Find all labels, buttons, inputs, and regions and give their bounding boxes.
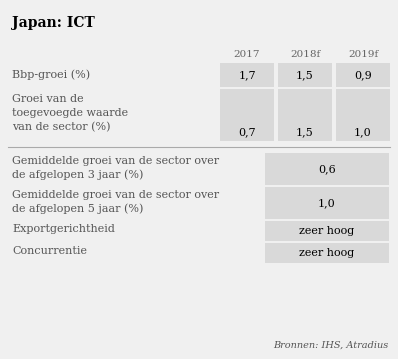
Text: 0,9: 0,9 — [354, 70, 372, 80]
Text: 1,5: 1,5 — [296, 127, 314, 137]
Text: Gemiddelde groei van de sector over: Gemiddelde groei van de sector over — [12, 190, 219, 200]
Text: 2019f: 2019f — [348, 50, 378, 59]
Text: zeer hoog: zeer hoog — [299, 226, 355, 236]
Text: Japan: ICT: Japan: ICT — [12, 16, 95, 30]
Bar — [265, 221, 389, 241]
Bar — [220, 89, 274, 141]
Bar — [336, 89, 390, 141]
Bar — [265, 243, 389, 263]
Bar — [278, 63, 332, 87]
Text: 2017: 2017 — [234, 50, 260, 59]
Text: 0,7: 0,7 — [238, 127, 256, 137]
Text: Bronnen: IHS, Atradius: Bronnen: IHS, Atradius — [273, 341, 388, 350]
Text: van de sector (%): van de sector (%) — [12, 122, 111, 132]
Text: 1,5: 1,5 — [296, 70, 314, 80]
Text: 1,0: 1,0 — [354, 127, 372, 137]
Text: de afgelopen 5 jaar (%): de afgelopen 5 jaar (%) — [12, 203, 143, 214]
Text: 1,0: 1,0 — [318, 198, 336, 208]
Text: Bbp-groei (%): Bbp-groei (%) — [12, 70, 90, 80]
Bar — [336, 63, 390, 87]
Text: Exportgerichtheid: Exportgerichtheid — [12, 224, 115, 234]
Bar — [265, 187, 389, 219]
Bar — [265, 153, 389, 185]
Text: Gemiddelde groei van de sector over: Gemiddelde groei van de sector over — [12, 156, 219, 166]
Text: 2018f: 2018f — [290, 50, 320, 59]
Text: Concurrentie: Concurrentie — [12, 247, 87, 256]
Bar — [220, 63, 274, 87]
Text: Groei van de: Groei van de — [12, 94, 84, 104]
Text: de afgelopen 3 jaar (%): de afgelopen 3 jaar (%) — [12, 169, 143, 180]
Text: 1,7: 1,7 — [238, 70, 256, 80]
Text: zeer hoog: zeer hoog — [299, 248, 355, 258]
Text: toegevoegde waarde: toegevoegde waarde — [12, 108, 128, 118]
Text: 0,6: 0,6 — [318, 164, 336, 174]
Bar — [278, 89, 332, 141]
